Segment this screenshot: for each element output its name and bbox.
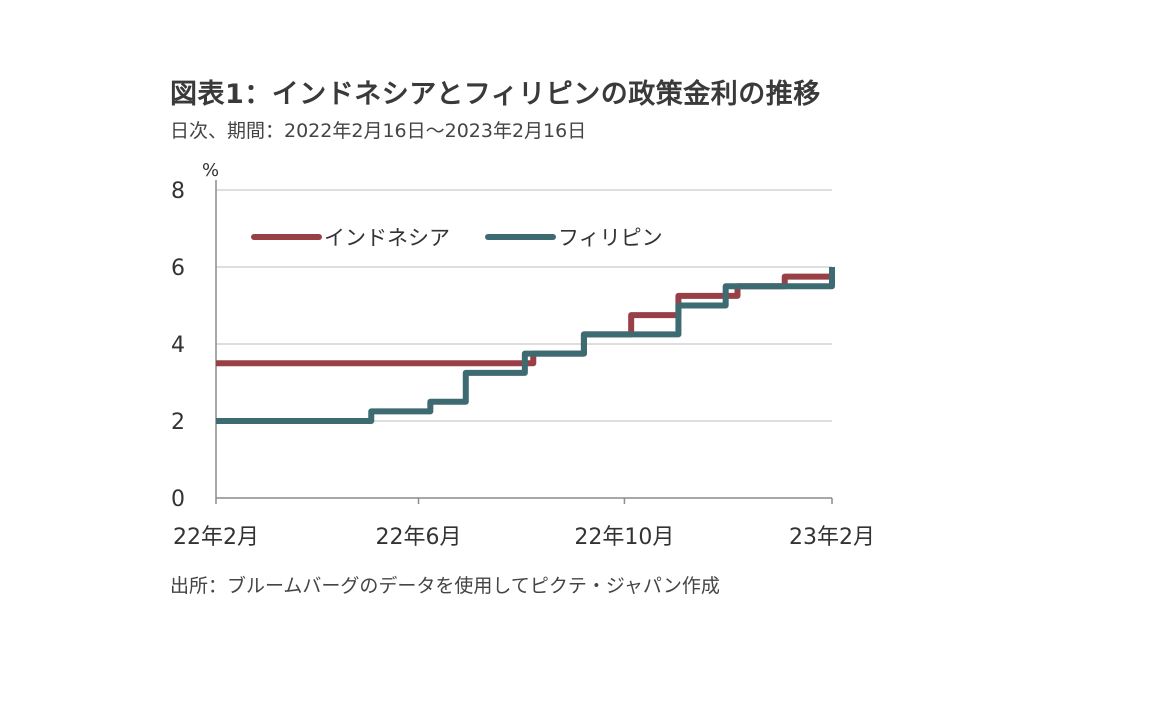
chart-title: 図表1：インドネシアとフィリピンの政策金利の推移	[170, 79, 821, 110]
gridlines	[216, 189, 832, 422]
series-line-indonesia	[216, 273, 832, 367]
x-tick-label: 22年10月	[574, 525, 674, 550]
x-tick-label: 22年2月	[173, 525, 259, 550]
legend: インドネシア フィリピン	[251, 226, 663, 250]
x-tick-label: 22年6月	[376, 525, 462, 550]
y-tick-label: 0	[171, 487, 185, 512]
y-tick-labels: 0 2 4 6 8	[171, 179, 185, 512]
legend-label: インドネシア	[324, 226, 450, 250]
y-tick-label: 4	[171, 333, 185, 358]
series-lines	[216, 267, 835, 424]
chart-subtitle: 日次、期間：2022年2月16日～2023年2月16日	[170, 120, 587, 142]
x-tick-label: 23年2月	[789, 525, 875, 550]
axes	[215, 180, 833, 504]
legend-label: フィリピン	[558, 226, 663, 250]
y-unit-label: %	[202, 160, 219, 181]
y-tick-label: 8	[171, 179, 185, 204]
source-note: 出所：ブルームバーグのデータを使用してピクテ・ジャパン作成	[170, 575, 720, 597]
y-tick-label: 2	[171, 410, 185, 435]
series-line-philippines	[216, 267, 835, 424]
x-tick-labels: 22年2月 22年6月 22年10月 23年2月	[173, 525, 875, 550]
y-tick-label: 6	[171, 256, 185, 281]
